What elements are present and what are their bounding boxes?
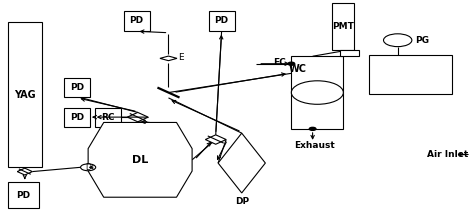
Text: WC: WC [289,64,307,74]
Circle shape [288,62,295,65]
Bar [95,108,121,127]
Bar [331,3,354,50]
Text: D: D [85,163,91,172]
Circle shape [81,164,96,171]
Text: Exhaust: Exhaust [294,141,335,150]
Polygon shape [160,56,177,61]
Text: PD: PD [129,17,144,26]
Text: PD: PD [215,17,228,26]
Polygon shape [17,168,32,175]
Bar [64,108,91,127]
Bar [124,11,150,31]
Text: DL: DL [132,155,148,165]
Text: FC: FC [273,58,286,67]
Text: PG: PG [415,36,429,45]
Circle shape [292,81,343,104]
Polygon shape [88,123,192,197]
Bar [64,78,91,97]
Bar [340,50,359,56]
Bar [292,56,343,129]
Text: RC: RC [101,113,115,122]
Text: Air Inlet: Air Inlet [428,150,469,159]
Circle shape [310,127,316,130]
Text: PD: PD [16,190,30,200]
Bar [8,22,42,167]
Polygon shape [205,135,226,144]
Text: E: E [178,54,183,62]
Text: PD: PD [71,83,84,92]
Text: DP: DP [235,197,249,206]
Text: PD: PD [71,113,84,122]
Polygon shape [128,112,148,122]
Circle shape [383,34,412,47]
Bar [369,55,452,94]
Text: PMT: PMT [332,22,354,31]
Polygon shape [218,133,265,193]
Text: YAG: YAG [14,90,36,100]
Bar [8,182,38,208]
Bar [209,11,235,31]
